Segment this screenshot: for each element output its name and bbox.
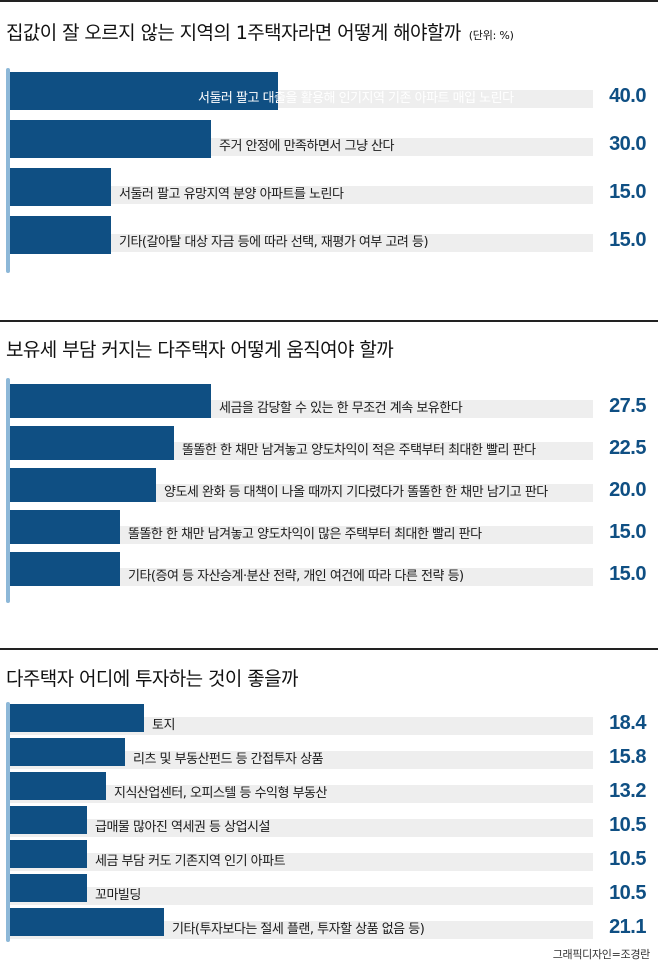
unit-label: (단위: %) [468, 29, 514, 42]
bar-value-label: 13.2 [609, 780, 646, 802]
bar [10, 468, 156, 502]
chart-title: 보유세 부담 커지는 다주택자 어떻게 움직여야 할까 [6, 335, 394, 362]
axis-line [6, 68, 10, 273]
bar-row: 지식산업센터, 오피스텔 등 수익형 부동산 13.2 [10, 772, 650, 803]
bar [10, 874, 87, 902]
bar [10, 806, 87, 834]
bar-track [10, 819, 593, 837]
axis-line [6, 378, 10, 603]
bar-category-label: 꼬마빌딩 [95, 888, 141, 903]
bar-row: 똘똘한 한 채만 남겨놓고 양도차익이 적은 주택부터 최대한 빨리 판다 22.… [10, 426, 650, 460]
bar-row: 똘똘한 한 채만 남겨놓고 양도차익이 많은 주택부터 최대한 빨리 판다 15.… [10, 510, 650, 544]
bar-track [10, 785, 593, 803]
bar-value-label: 15.0 [609, 563, 646, 585]
bar-value-label: 27.5 [609, 395, 646, 417]
bar-value-label: 10.5 [609, 814, 646, 836]
bar-value-label: 22.5 [609, 437, 646, 459]
bar [10, 840, 87, 868]
bar [10, 426, 174, 460]
bar [10, 704, 144, 732]
bar-row: 세금 부담 커도 기존지역 인기 아파트 10.5 [10, 840, 650, 871]
bar-track [10, 751, 593, 769]
top-rule [0, 0, 658, 2]
bar-track [10, 186, 593, 204]
bar-category-label: 기타(투자보다는 절세 플랜, 투자할 상품 없음 등) [172, 922, 425, 937]
bar-value-label: 20.0 [609, 479, 646, 501]
section-rule [0, 320, 658, 322]
bar-row: 기타(증여 등 자산승계·분산 전략, 개인 여건에 따라 다른 전략 등) 15… [10, 552, 650, 586]
bar-category-label: 서둘러 팔고 유망지역 분양 아파트를 노린다 [119, 187, 344, 202]
bar-track [10, 717, 593, 735]
bar-value-label: 40.0 [609, 85, 646, 107]
bar-category-label: 똘똘한 한 채만 남겨놓고 양도차익이 적은 주택부터 최대한 빨리 판다 [182, 443, 536, 458]
bar-value-label: 15.0 [609, 229, 646, 251]
axis-line [6, 702, 10, 942]
bar-track [10, 234, 593, 252]
chart-title: 집값이 잘 오르지 않는 지역의 1주택자라면 어떻게 해야할까 (단위: %) [6, 18, 514, 45]
bar-row: 꼬마빌딩 10.5 [10, 874, 650, 905]
bar-category-label: 리츠 및 부동산펀드 등 간접투자 상품 [133, 752, 324, 767]
bar-category-label: 급매물 많아진 역세권 등 상업시설 [95, 820, 270, 835]
bar-row: 토지 18.4 [10, 704, 650, 735]
bar-row: 기타(투자보다는 절세 플랜, 투자할 상품 없음 등) 21.1 [10, 908, 650, 939]
bar-value-label: 10.5 [609, 848, 646, 870]
bar-track [10, 853, 593, 871]
bar-row: 서둘러 팔고 대출을 활용해 인기지역 기존 아파트 매입 노린다 40.0 [10, 72, 650, 110]
bar [10, 552, 120, 586]
bar-category-label: 세금 부담 커도 기존지역 인기 아파트 [95, 854, 286, 869]
bar-category-label: 양도세 완화 등 대책이 나올 때까지 기다렸다가 똘똘한 한 채만 남기고 판… [164, 485, 548, 500]
bar [10, 120, 211, 158]
bar [10, 738, 125, 766]
chart-title-text: 보유세 부담 커지는 다주택자 어떻게 움직여야 할까 [6, 339, 394, 361]
bar-row: 주거 안정에 만족하면서 그냥 산다 30.0 [10, 120, 650, 158]
bar-row: 세금을 감당할 수 있는 한 무조건 계속 보유한다 27.5 [10, 384, 650, 418]
bar-category-label: 토지 [152, 718, 175, 733]
bar-row: 기타(갈아탈 대상 자금 등에 따라 선택, 재평가 여부 고려 등) 15.0 [10, 216, 650, 254]
bar-value-label: 15.0 [609, 181, 646, 203]
bar-value-label: 30.0 [609, 133, 646, 155]
bar-category-label: 지식산업센터, 오피스텔 등 수익형 부동산 [114, 786, 327, 801]
bar-row: 서둘러 팔고 유망지역 분양 아파트를 노린다 15.0 [10, 168, 650, 206]
bar-category-label: 똘똘한 한 채만 남겨놓고 양도차익이 많은 주택부터 최대한 빨리 판다 [128, 527, 482, 542]
bar [10, 510, 120, 544]
bar-value-label: 15.0 [609, 521, 646, 543]
bar [10, 908, 164, 936]
credit-text: 그래픽디자인=조경란 [552, 948, 651, 961]
bar-category-label: 주거 안정에 만족하면서 그냥 산다 [219, 139, 394, 154]
bar-category-label: 기타(증여 등 자산승계·분산 전략, 개인 여건에 따라 다른 전략 등) [128, 569, 464, 584]
chart-title: 다주택자 어디에 투자하는 것이 좋을까 [6, 664, 298, 691]
bar [10, 216, 111, 254]
bar-category-label: 세금을 감당할 수 있는 한 무조건 계속 보유한다 [219, 401, 463, 416]
chart-title-text: 집값이 잘 오르지 않는 지역의 1주택자라면 어떻게 해야할까 [6, 22, 461, 44]
bar [10, 72, 278, 110]
bar-value-label: 15.8 [609, 746, 646, 768]
bar-category-label: 서둘러 팔고 대출을 활용해 인기지역 기존 아파트 매입 노린다 [198, 91, 514, 106]
bar [10, 772, 106, 800]
bar-value-label: 10.5 [609, 882, 646, 904]
section-rule [0, 648, 658, 650]
bar-value-label: 21.1 [609, 916, 646, 938]
bar [10, 384, 211, 418]
bar-value-label: 18.4 [609, 712, 646, 734]
bar-category-label: 기타(갈아탈 대상 자금 등에 따라 선택, 재평가 여부 고려 등) [119, 235, 429, 250]
bar-row: 급매물 많아진 역세권 등 상업시설 10.5 [10, 806, 650, 837]
bar [10, 168, 111, 206]
chart-title-text: 다주택자 어디에 투자하는 것이 좋을까 [6, 668, 298, 690]
bar-row: 리츠 및 부동산펀드 등 간접투자 상품 15.8 [10, 738, 650, 769]
bar-row: 양도세 완화 등 대책이 나올 때까지 기다렸다가 똘똘한 한 채만 남기고 판… [10, 468, 650, 502]
bar-track [10, 887, 593, 905]
bar-track [10, 526, 593, 544]
bar-track [10, 568, 593, 586]
